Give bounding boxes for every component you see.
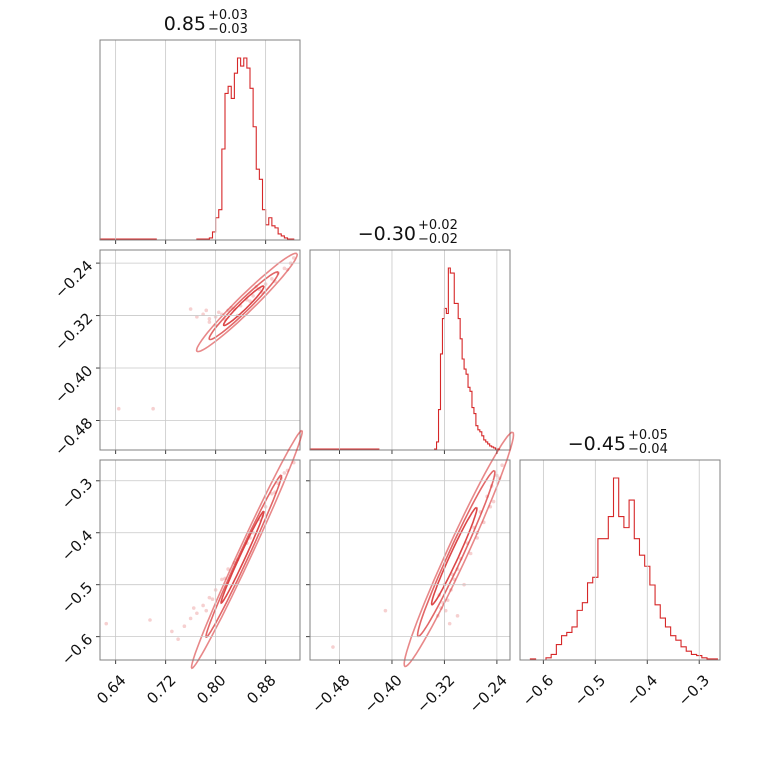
contour-level-1: [416, 469, 496, 638]
y-tick-label: −0.32: [51, 309, 96, 354]
scatter-panel-0-frame: [99, 249, 301, 451]
sample-point: [170, 629, 174, 634]
y-tick-label: −0.4: [58, 526, 96, 564]
scatter-panel-2: [331, 431, 515, 668]
panel-title-minus: −0.03: [208, 22, 248, 37]
hist-panel-2: [520, 477, 720, 661]
sample-point: [116, 406, 121, 411]
sample-point: [226, 567, 230, 571]
sample-point: [455, 614, 460, 618]
x-tick-label: −0.48: [308, 671, 353, 716]
histogram-line: [99, 57, 300, 241]
sample-point: [204, 608, 209, 613]
y-tick-label: −0.24: [51, 257, 96, 302]
x-tick-label: −0.24: [466, 671, 511, 716]
sample-point: [500, 463, 504, 467]
sample-point: [148, 618, 152, 622]
histogram-line: [520, 477, 720, 661]
x-tick-label: −0.6: [519, 671, 557, 709]
panel-title-median: −0.45: [568, 433, 626, 455]
hist-panel-1: [309, 267, 510, 451]
x-tick-label: 0.64: [93, 671, 129, 707]
x-tick-label: 0.88: [243, 671, 279, 707]
contour-level-2: [190, 429, 304, 670]
sample-point: [383, 608, 388, 613]
histogram-line: [309, 267, 510, 451]
panel-title-plus: +0.03: [208, 8, 248, 23]
scatter-panel-1: [104, 429, 304, 670]
x-tick-label: −0.4: [623, 671, 661, 709]
sample-point: [176, 637, 180, 642]
sample-point: [151, 406, 155, 411]
contour-level-0: [220, 510, 265, 605]
panel-title-median: −0.30: [358, 223, 416, 245]
contour-level-0: [222, 285, 265, 327]
sample-point: [191, 606, 196, 610]
panel-title-minus: −0.04: [628, 442, 668, 457]
sample-point: [291, 256, 296, 260]
sample-point: [282, 471, 287, 475]
sample-point: [270, 491, 274, 496]
contour-level-2: [195, 252, 299, 353]
sample-point: [251, 294, 255, 298]
sample-point: [248, 299, 252, 303]
sample-point: [270, 277, 274, 281]
panel-title-median: 0.85: [164, 13, 206, 35]
sample-point: [443, 608, 448, 613]
sample-point: [207, 595, 212, 600]
panel-title-minus: −0.02: [418, 232, 458, 247]
sample-point: [195, 611, 199, 616]
scatter-panel-2-frame: [309, 459, 511, 661]
contour-level-1: [205, 474, 283, 639]
sample-point: [282, 266, 287, 271]
sample-point: [104, 621, 109, 626]
sample-point: [331, 645, 335, 649]
sample-point: [182, 624, 187, 629]
sample-point: [207, 320, 212, 324]
x-tick-label: −0.3: [675, 671, 713, 709]
y-tick-label: −0.3: [58, 474, 96, 512]
panel-title-plus: +0.02: [418, 218, 458, 233]
sample-point: [216, 310, 221, 315]
sample-point: [201, 603, 205, 608]
y-tick-label: −0.6: [58, 630, 96, 668]
scatter-panel-0: [116, 252, 299, 411]
contour-level-2: [403, 431, 515, 668]
x-tick-label: −0.40: [361, 671, 406, 716]
y-tick-label: −0.48: [51, 414, 96, 459]
sample-point: [195, 315, 199, 319]
sample-point: [210, 597, 215, 602]
hist-panel-0: [99, 57, 300, 241]
sample-point: [207, 317, 212, 321]
sample-point: [188, 616, 193, 621]
scatter-panel-1-frame: [99, 459, 301, 661]
y-tick-label: −0.5: [58, 578, 96, 616]
sample-point: [220, 577, 224, 582]
sample-point: [201, 312, 205, 317]
hist-panel-1-frame: [309, 249, 511, 451]
x-tick-label: −0.32: [413, 671, 458, 716]
contour-level-0: [430, 506, 478, 606]
sample-point: [491, 499, 496, 504]
x-tick-label: 0.80: [193, 671, 229, 707]
hist-panel-0-frame: [99, 39, 301, 241]
sample-point: [204, 308, 209, 313]
sample-point: [447, 621, 452, 626]
sample-point: [188, 307, 193, 311]
panel-title-plus: +0.05: [628, 428, 668, 443]
x-tick-label: 0.72: [143, 671, 179, 707]
hist-panel-2-frame: [519, 459, 721, 661]
x-tick-label: −0.5: [571, 671, 609, 709]
y-tick-label: −0.40: [51, 362, 96, 407]
contour-level-1: [208, 271, 280, 341]
sample-point: [468, 551, 473, 556]
